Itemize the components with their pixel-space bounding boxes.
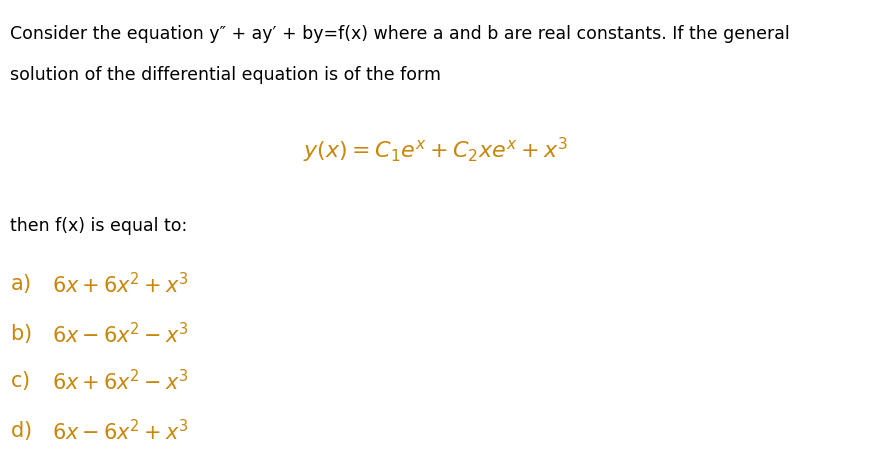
Text: $\mathrm{d)}$: $\mathrm{d)}$ [10,419,32,442]
Text: $6x + 6x^2 + x^3$: $6x + 6x^2 + x^3$ [52,272,189,297]
Text: $6x - 6x^2 + x^3$: $6x - 6x^2 + x^3$ [52,419,189,444]
Text: then f(x) is equal to:: then f(x) is equal to: [10,217,188,236]
Text: $y(x) = C_1e^{x} + C_2xe^{x} + x^3$: $y(x) = C_1e^{x} + C_2xe^{x} + x^3$ [303,136,568,165]
Text: $\mathrm{c)}$: $\mathrm{c)}$ [10,369,30,392]
Text: solution of the differential equation is of the form: solution of the differential equation is… [10,66,442,84]
Text: $6x - 6x^2 - x^3$: $6x - 6x^2 - x^3$ [52,322,189,347]
Text: $\mathrm{b)}$: $\mathrm{b)}$ [10,322,32,345]
Text: $\mathrm{a)}$: $\mathrm{a)}$ [10,272,31,295]
Text: Consider the equation y″ + ay′ + by=f(x) where a and b are real constants. If th: Consider the equation y″ + ay′ + by=f(x)… [10,25,790,43]
Text: $6x + 6x^2 - x^3$: $6x + 6x^2 - x^3$ [52,369,189,395]
